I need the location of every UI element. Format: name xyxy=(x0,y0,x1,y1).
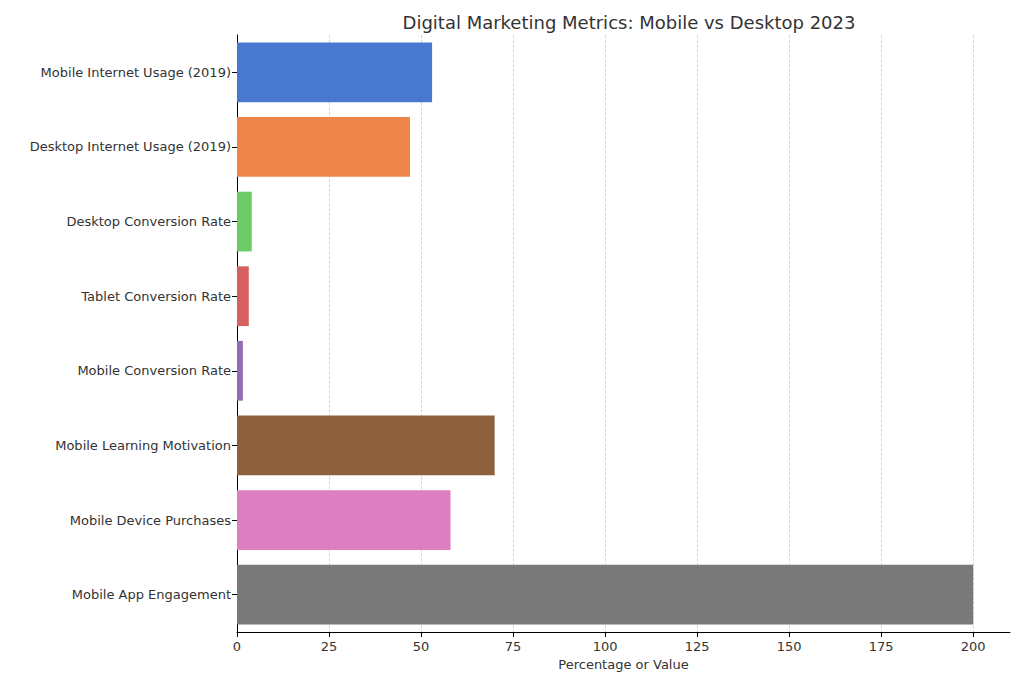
svg-text:25: 25 xyxy=(321,639,338,654)
svg-text:Mobile Device Purchases: Mobile Device Purchases xyxy=(70,513,231,528)
svg-text:Desktop Conversion Rate: Desktop Conversion Rate xyxy=(66,214,231,229)
svg-text:Mobile Internet Usage (2019): Mobile Internet Usage (2019) xyxy=(41,65,231,80)
svg-text:Digital Marketing Metrics: Mob: Digital Marketing Metrics: Mobile vs Des… xyxy=(403,12,856,33)
svg-text:Desktop Internet Usage (2019): Desktop Internet Usage (2019) xyxy=(30,139,231,154)
svg-text:Tablet Conversion Rate: Tablet Conversion Rate xyxy=(80,289,231,304)
svg-text:175: 175 xyxy=(869,639,894,654)
svg-text:150: 150 xyxy=(777,639,802,654)
svg-text:Mobile Conversion Rate: Mobile Conversion Rate xyxy=(77,363,231,378)
svg-text:75: 75 xyxy=(505,639,522,654)
svg-text:100: 100 xyxy=(593,639,618,654)
svg-text:200: 200 xyxy=(961,639,986,654)
svg-text:50: 50 xyxy=(413,639,430,654)
svg-text:Mobile Learning Motivation: Mobile Learning Motivation xyxy=(55,438,231,453)
svg-text:Percentage or Value: Percentage or Value xyxy=(558,657,688,672)
svg-text:125: 125 xyxy=(685,639,710,654)
svg-text:Mobile App Engagement: Mobile App Engagement xyxy=(72,587,231,602)
svg-text:0: 0 xyxy=(233,639,241,654)
